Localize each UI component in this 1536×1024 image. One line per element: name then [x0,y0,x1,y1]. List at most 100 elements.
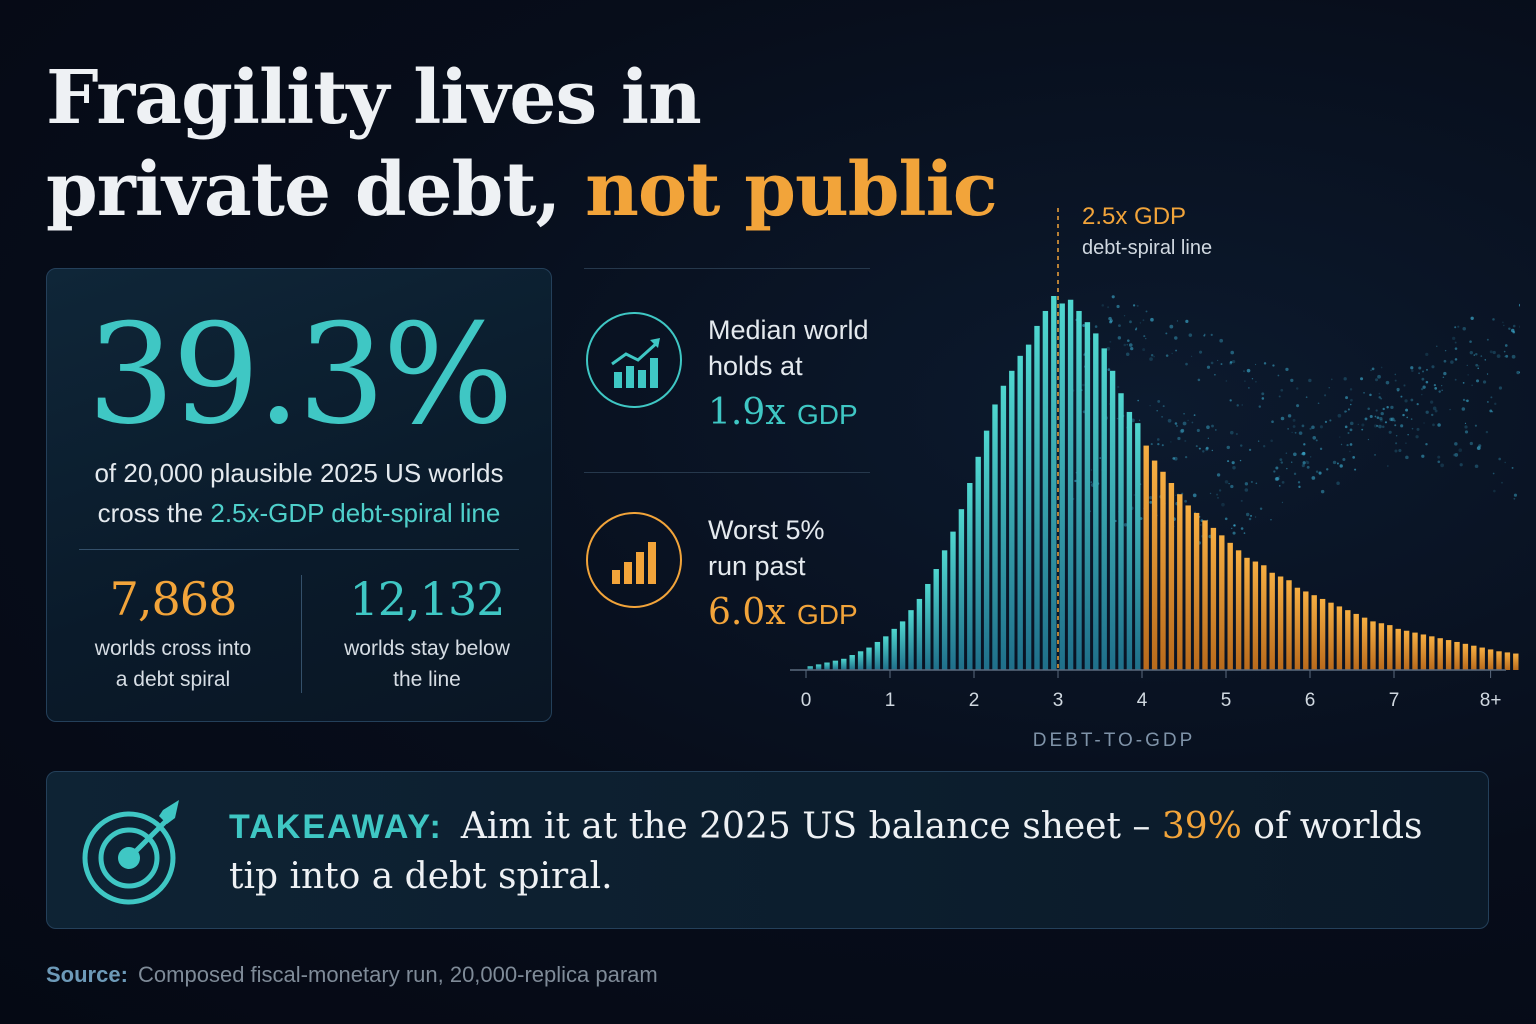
particle-dot [1425,352,1429,356]
particle-dot [1206,425,1210,430]
particle-dot [1215,429,1217,431]
particle-dot [1384,421,1388,424]
particle-dot [1272,364,1275,367]
particle-dot [1508,327,1511,330]
particle-dot [1443,371,1447,376]
histogram-bar-below-line [975,456,981,670]
particle-dot [1371,367,1375,371]
particle-dot [1349,443,1353,446]
particle-dot [1231,527,1233,530]
histogram-bar-below-line [1093,333,1099,670]
particle-dot [1364,417,1368,421]
histogram-bar-above-line [1387,625,1393,670]
particle-dot [1422,370,1424,373]
particle-dot [1326,468,1329,471]
x-tick-label: 4 [1137,690,1148,711]
particle-dot [1379,416,1383,421]
particle-dot [1273,470,1276,473]
particle-dot [1184,499,1188,503]
particle-dot [1218,489,1222,492]
particle-dot [1254,363,1257,366]
particle-dot [1395,435,1398,437]
particle-dot [1511,466,1514,469]
particle-dot [1108,403,1111,405]
histogram-bar-above-line [1168,483,1175,670]
particle-dot [1133,494,1135,496]
particle-dot [1150,353,1154,357]
histogram-bar-above-line [1345,610,1351,670]
particle-dot [1157,442,1160,446]
particle-dot [1324,394,1327,397]
particle-dot [1217,359,1219,362]
particle-dot [1142,319,1145,322]
particle-dot [1279,485,1281,487]
particle-dot [1195,445,1198,448]
particle-dot [1185,362,1188,366]
histogram-bar-below-line [832,660,839,670]
takeaway-highlight: 39% [1161,806,1242,847]
histogram-bar-above-line [1361,617,1368,670]
histogram-bar-above-line [1487,649,1494,670]
particle-dot [1116,304,1120,309]
particle-dot [1250,514,1252,517]
particle-dot [1090,469,1093,471]
particle-dot [1450,360,1454,364]
particle-dot [1394,379,1397,382]
particle-dot [1471,384,1473,386]
particle-dot [1342,458,1346,462]
particle-dot [1418,372,1420,375]
particle-dot [1457,325,1460,328]
particle-dot [1425,442,1428,446]
histogram-bar-above-line [1269,572,1275,670]
particle-dot [1513,497,1516,500]
particle-dot [1239,459,1242,462]
particle-dot [1240,499,1243,502]
particle-dot [1437,460,1441,464]
particle-dot [1255,380,1257,383]
particle-dot [1491,410,1494,413]
particle-dot [1315,439,1318,442]
particle-dot [1298,431,1303,435]
source-note: Source: Composed fiscal-monetary run, 20… [46,962,658,988]
histogram-bar-above-line [1235,550,1242,670]
takeaway-label: TAKEAWAY: [229,808,443,846]
histogram-bar-above-line [1143,445,1149,670]
particle-dot [1486,400,1489,403]
particle-dot [1339,436,1341,438]
particle-dot [1226,445,1231,450]
takeaway-text-before: Aim it at the 2025 US balance sheet – [460,806,1162,847]
particle-dot [1379,418,1383,422]
particle-dot [1167,418,1172,423]
particle-dot [1519,325,1520,329]
particle-dot [1255,482,1258,485]
particle-dot [1287,427,1289,430]
particle-dot [1123,343,1127,347]
particle-dot [1142,348,1146,352]
particle-dot [1130,346,1134,351]
histogram-bar-above-line [1311,595,1317,670]
card-vertical-divider [301,575,302,693]
particle-dot [1350,398,1353,402]
particle-dot [1461,407,1466,411]
particle-dot [1505,354,1509,358]
target-arrow-icon [75,790,195,915]
particle-dot [1202,450,1205,453]
particle-dot [1377,374,1381,379]
particle-dot [1285,367,1289,372]
particle-dot [1357,423,1360,426]
particle-dot [1302,461,1306,465]
particle-dot [1291,431,1293,434]
particle-dot [1360,377,1364,381]
particle-dot [1251,378,1254,380]
source-label: Source: [46,962,128,987]
particle-dot [1170,441,1172,443]
particle-dot [1378,392,1381,395]
particle-dot [1349,421,1354,426]
particle-dot [1452,453,1456,457]
particle-dot [1378,424,1382,429]
particle-dot [1221,502,1225,507]
particle-dot [1183,413,1185,415]
particle-dot [1094,325,1098,328]
particle-dot [1149,357,1153,361]
particle-dot [1241,404,1244,406]
